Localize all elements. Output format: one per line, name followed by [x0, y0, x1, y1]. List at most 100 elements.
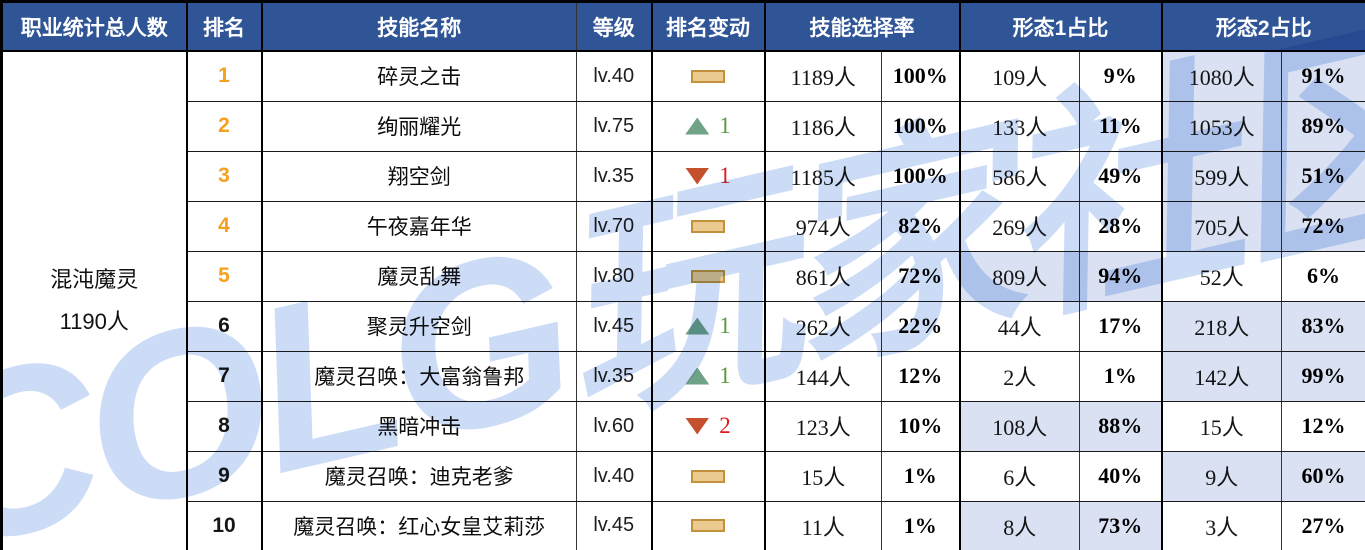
selection-count-cell: 1185人	[763, 150, 882, 202]
rank-up-icon	[685, 367, 710, 385]
table-row: 9 魔灵召唤：迪克老爹 lv.40 15人 1% 6人 40% 9人 60%	[2, 450, 1365, 502]
level-cell: lv.35	[576, 350, 652, 402]
table-row: 7 魔灵召唤：大富翁鲁邦 lv.35 1 144人 12% 2人 1% 142人 99%	[2, 350, 1365, 402]
table-row: 10 魔灵召唤：红心女皇艾莉莎 lv.45 11人 1% 8人 73% 3人 27%	[2, 500, 1365, 550]
form2-pct-cell: 91%	[1281, 50, 1365, 102]
selection-pct-cell: 100%	[881, 50, 960, 102]
skill-name-cell: 魔灵召唤：大富翁鲁邦	[260, 350, 577, 402]
form2-count-cell: 142人	[1160, 350, 1282, 402]
rank-change-amount: 1	[719, 113, 731, 138]
level-cell: lv.70	[576, 200, 652, 252]
form1-pct-cell: 88%	[1079, 400, 1162, 452]
header-row: 职业统计总人数 排名 技能名称 等级 排名变动 技能选择率 形态1占比 形态2占…	[1, 1, 1365, 52]
rank-change-cell	[650, 500, 765, 550]
header-form1-share: 形态1占比	[958, 1, 1162, 52]
skill-name-cell: 魔灵召唤：红心女皇艾莉莎	[260, 500, 577, 550]
form2-count-cell: 599人	[1160, 150, 1282, 202]
rank-change-amount: 2	[719, 413, 731, 438]
selection-pct-cell: 10%	[881, 400, 960, 452]
form1-count-cell: 8人	[958, 500, 1080, 550]
header-level: 等级	[576, 1, 652, 52]
table-row: 4 午夜嘉年华 lv.70 974人 82% 269人 28% 705人 72%	[2, 200, 1365, 252]
skill-name-cell: 午夜嘉年华	[260, 200, 577, 252]
skill-name-cell: 翔空剑	[260, 150, 577, 202]
rank-change-cell: 1	[650, 350, 765, 402]
header-class-total: 职业统计总人数	[1, 1, 187, 52]
rank-cell: 10	[185, 500, 262, 550]
form1-count-cell: 269人	[958, 200, 1080, 252]
rank-change-cell	[650, 250, 765, 302]
rank-cell: 3	[185, 150, 262, 202]
form2-pct-cell: 99%	[1281, 350, 1365, 402]
selection-pct-cell: 1%	[881, 500, 960, 550]
form1-pct-cell: 40%	[1079, 450, 1162, 502]
selection-pct-cell: 72%	[881, 250, 960, 302]
selection-count-cell: 861人	[763, 250, 882, 302]
form2-count-cell: 705人	[1160, 200, 1282, 252]
no-change-icon	[691, 70, 725, 84]
rank-change-cell: 1	[650, 100, 765, 152]
selection-count-cell: 15人	[763, 450, 882, 502]
form2-pct-cell: 12%	[1281, 400, 1365, 452]
form2-count-cell: 218人	[1160, 300, 1282, 352]
no-change-icon	[691, 269, 725, 283]
skill-name-cell: 魔灵召唤：迪克老爹	[260, 450, 577, 502]
selection-count-cell: 1186人	[763, 100, 882, 152]
skill-name-cell: 聚灵升空剑	[260, 300, 577, 352]
class-info-cell: 混沌魔灵 1190人	[1, 50, 187, 550]
form1-pct-cell: 94%	[1079, 250, 1162, 302]
header-rank-change: 排名变动	[650, 1, 765, 52]
class-name: 混沌魔灵	[50, 266, 139, 292]
header-form2-share: 形态2占比	[1160, 1, 1365, 52]
form1-pct-cell: 9%	[1079, 50, 1162, 102]
no-change-icon	[691, 219, 725, 233]
rank-change-amount: 1	[719, 363, 731, 388]
table-row: 2 绚丽耀光 lv.75 1 1186人 100% 133人 11% 1053人 89%	[2, 100, 1365, 152]
selection-count-cell: 262人	[763, 300, 882, 352]
form2-pct-cell: 6%	[1281, 250, 1365, 302]
rank-cell: 6	[185, 300, 262, 352]
level-cell: lv.40	[576, 450, 652, 502]
rank-up-icon	[685, 317, 710, 335]
table-row: 3 翔空剑 lv.35 1 1185人 100% 586人 49% 599人 51%	[2, 150, 1365, 202]
form2-pct-cell: 27%	[1281, 500, 1365, 550]
form1-count-cell: 133人	[958, 100, 1080, 152]
selection-count-cell: 1189人	[763, 50, 882, 102]
rank-change-cell	[650, 450, 765, 502]
table-row: 混沌魔灵 1190人 1 碎灵之击 lv.40 1189人 100% 109人 9% 1080人 9…	[1, 50, 1365, 550]
rank-down-icon	[685, 167, 710, 185]
form2-pct-cell: 51%	[1281, 150, 1365, 202]
rank-cell: 1	[185, 50, 262, 102]
selection-count-cell: 11人	[763, 500, 882, 550]
level-cell: lv.40	[576, 50, 652, 102]
rank-change-amount: 1	[719, 163, 731, 188]
selection-count-cell: 144人	[763, 350, 882, 402]
rank-cell: 2	[185, 100, 262, 152]
form2-pct-cell: 89%	[1281, 100, 1365, 152]
table-row: 8 黑暗冲击 lv.60 2 123人 10% 108人 88% 15人 12%	[2, 400, 1365, 452]
form2-count-cell: 15人	[1160, 400, 1282, 452]
form1-pct-cell: 73%	[1079, 500, 1162, 550]
form1-count-cell: 2人	[958, 350, 1080, 402]
no-change-icon	[691, 469, 725, 483]
rank-change-cell	[650, 50, 765, 102]
form2-count-cell: 9人	[1160, 450, 1282, 502]
rank-cell: 8	[185, 400, 262, 452]
form1-count-cell: 109人	[958, 50, 1080, 102]
table-row: 5 魔灵乱舞 lv.80 861人 72% 809人 94% 52人 6%	[2, 250, 1365, 302]
form1-pct-cell: 28%	[1079, 200, 1162, 252]
no-change-icon	[691, 519, 725, 533]
level-cell: lv.45	[576, 500, 652, 550]
level-cell: lv.60	[576, 400, 652, 452]
form1-pct-cell: 17%	[1079, 300, 1162, 352]
skill-name-cell: 魔灵乱舞	[260, 250, 577, 302]
rank-change-cell: 1	[650, 300, 765, 352]
selection-count-cell: 123人	[763, 400, 882, 452]
header-skill-name: 技能名称	[260, 1, 577, 52]
form1-count-cell: 108人	[958, 400, 1080, 452]
form1-pct-cell: 11%	[1079, 100, 1162, 152]
form1-count-cell: 6人	[958, 450, 1080, 502]
form2-count-cell: 1080人	[1160, 50, 1282, 102]
skill-name-cell: 碎灵之击	[260, 50, 577, 102]
